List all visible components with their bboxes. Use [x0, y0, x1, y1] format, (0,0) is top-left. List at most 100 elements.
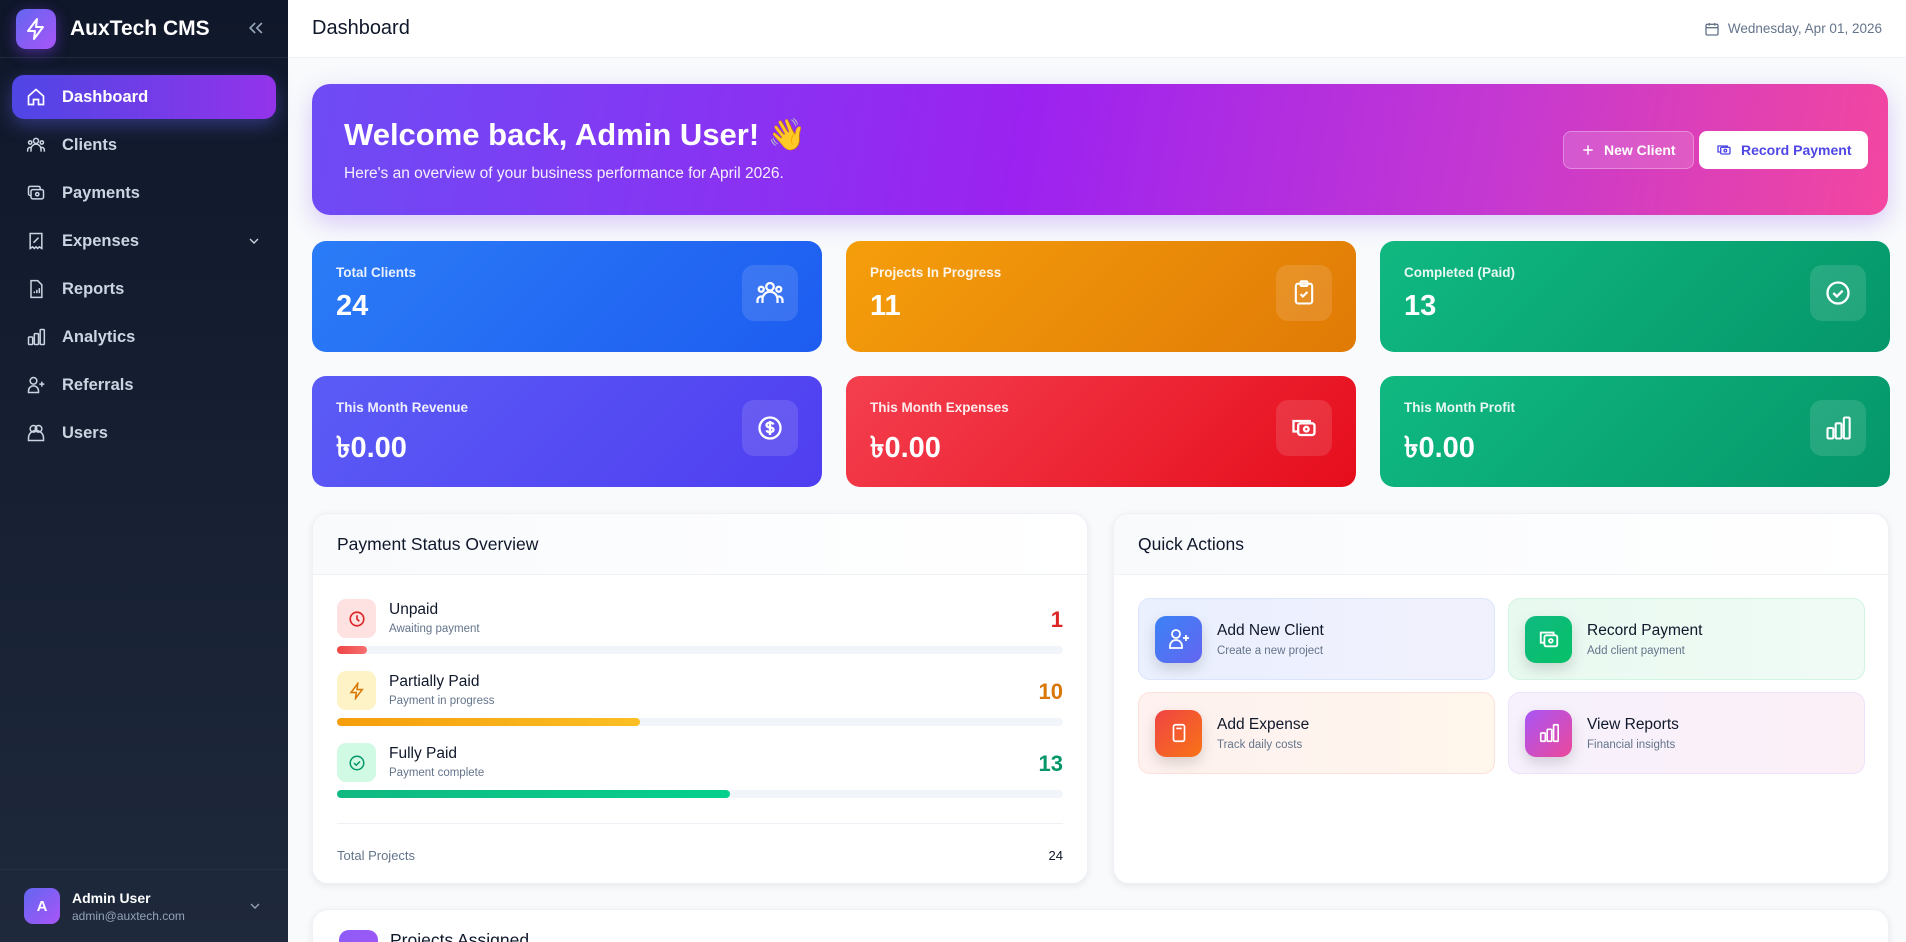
stat-label: This Month Expenses: [870, 400, 1009, 415]
dollar-circle-icon: [742, 400, 798, 456]
welcome-title: Welcome back, Admin User! 👋: [344, 117, 807, 152]
projects-assigned-panel: Projects Assigned: [312, 909, 1889, 942]
stat-label: Projects In Progress: [870, 265, 1002, 280]
welcome-banner: Welcome back, Admin User! 👋 Here's an ov…: [312, 84, 1888, 215]
quick-action-add-client[interactable]: Add New Client Create a new project: [1138, 598, 1495, 680]
status-sub: Payment complete: [389, 767, 485, 779]
page-title: Dashboard: [312, 17, 410, 39]
action-sub: Add client payment: [1587, 644, 1685, 657]
stat-value: ৳0.00: [1404, 432, 1475, 464]
sidebar-item-clients[interactable]: Clients: [12, 123, 276, 167]
stat-card-expenses: This Month Expenses ৳0.00: [846, 376, 1356, 487]
action-sub: Financial insights: [1587, 738, 1676, 751]
user-plus-icon: [1155, 615, 1202, 663]
top-bar: Dashboard Wednesday, Apr 01, 2026: [288, 0, 1906, 58]
quick-action-view-reports[interactable]: View Reports Financial insights: [1508, 692, 1865, 774]
quick-action-record-payment[interactable]: Record Payment Add client payment: [1508, 598, 1865, 680]
cash-icon: [1276, 400, 1332, 456]
action-title: Add Expense: [1217, 715, 1310, 733]
status-name: Partially Paid: [389, 673, 480, 690]
collapse-sidebar-icon[interactable]: [246, 18, 266, 38]
welcome-subtitle: Here's an overview of your business perf…: [344, 165, 784, 182]
status-sub: Awaiting payment: [389, 623, 480, 635]
sidebar-item-payments[interactable]: Payments: [12, 171, 276, 215]
payment-status-panel: Payment Status Overview Unpaid Awaiting …: [312, 513, 1088, 884]
sidebar-item-analytics[interactable]: Analytics: [12, 315, 276, 359]
status-count: 10: [1038, 679, 1063, 704]
clipboard-check-icon: [1276, 265, 1332, 321]
bolt-logo-icon: [16, 8, 56, 49]
stat-value: ৳0.00: [336, 432, 407, 464]
avatar: A: [24, 888, 60, 924]
status-name: Unpaid: [389, 601, 439, 618]
status-row-unpaid: Unpaid Awaiting payment 1: [337, 599, 1063, 671]
stat-label: Total Clients: [336, 265, 417, 280]
stat-label: Completed (Paid): [1404, 265, 1516, 280]
user-menu[interactable]: A Admin User admin@auxtech.com: [0, 869, 288, 942]
status-name: Fully Paid: [389, 745, 458, 762]
brand: AuxTech CMS: [0, 0, 288, 58]
bar-chart-icon: [1810, 400, 1866, 456]
stat-value: 11: [870, 290, 901, 322]
status-count: 13: [1038, 751, 1063, 776]
panel-title: Projects Assigned: [390, 930, 530, 942]
stat-value: 24: [336, 290, 369, 322]
sidebar-item-label: Users: [62, 423, 108, 442]
sidebar-item-reports[interactable]: Reports: [12, 267, 276, 311]
sidebar-item-expenses[interactable]: Expenses: [12, 219, 276, 263]
user-name: Admin User: [72, 889, 151, 906]
action-title: Record Payment: [1587, 621, 1703, 639]
status-row-partially-paid: Partially Paid Payment in progress 10: [337, 671, 1063, 743]
status-count: 1: [1050, 607, 1063, 632]
stat-card-projects-in-progress: Projects In Progress 11: [846, 241, 1356, 352]
sidebar-item-label: Referrals: [62, 375, 134, 394]
calculator-icon: [1155, 709, 1202, 757]
quick-action-add-expense[interactable]: Add Expense Track daily costs: [1138, 692, 1495, 774]
progress-fill: [337, 646, 368, 654]
action-title: Add New Client: [1217, 621, 1324, 639]
sidebar-item-users[interactable]: Users: [12, 411, 276, 455]
action-sub: Create a new project: [1217, 644, 1324, 657]
chevron-down-icon[interactable]: [247, 898, 263, 914]
sidebar-nav: Dashboard Clients Payments Expenses Repo…: [0, 58, 288, 476]
chevron-down-icon[interactable]: [246, 233, 262, 249]
cash-icon: [26, 183, 46, 203]
total-projects-value: 24: [1048, 848, 1063, 863]
plus-icon: [1581, 143, 1595, 157]
receipt-icon: [26, 231, 46, 251]
cash-icon: [1716, 142, 1732, 158]
stat-card-total-clients: Total Clients 24: [312, 241, 822, 352]
progress-fill: [337, 718, 640, 726]
stat-card-completed: Completed (Paid) 13: [1380, 241, 1890, 352]
check-circle-icon: [337, 743, 376, 782]
sidebar-item-dashboard[interactable]: Dashboard: [12, 75, 276, 119]
action-sub: Track daily costs: [1217, 738, 1303, 751]
status-sub: Payment in progress: [389, 695, 495, 707]
user-plus-icon: [26, 375, 46, 395]
users-icon: [26, 423, 46, 443]
user-email: admin@auxtech.com: [72, 908, 185, 923]
app-name: AuxTech CMS: [70, 16, 210, 40]
projects-icon: [339, 930, 378, 942]
report-file-icon: [26, 279, 46, 299]
cash-icon: [1525, 615, 1572, 663]
users-group-icon: [742, 265, 798, 321]
new-client-button[interactable]: New Client: [1563, 131, 1694, 169]
sidebar-item-label: Payments: [62, 183, 140, 202]
sidebar-item-referrals[interactable]: Referrals: [12, 363, 276, 407]
current-date: Wednesday, Apr 01, 2026: [1704, 21, 1882, 37]
bar-chart-icon: [1525, 709, 1572, 757]
sidebar-item-label: Clients: [62, 135, 118, 154]
action-title: View Reports: [1587, 715, 1679, 733]
calendar-icon: [1704, 21, 1720, 37]
quick-actions-panel: Quick Actions Add New Client Create a new…: [1113, 513, 1889, 884]
sidebar-item-label: Expenses: [62, 231, 140, 250]
sidebar-item-label: Analytics: [62, 327, 136, 346]
date-text: Wednesday, Apr 01, 2026: [1727, 21, 1882, 36]
stat-label: This Month Revenue: [336, 400, 469, 415]
sidebar-item-label: Reports: [62, 279, 125, 298]
status-row-fully-paid: Fully Paid Payment complete 13: [337, 743, 1063, 815]
record-payment-button[interactable]: Record Payment: [1699, 131, 1869, 169]
progress-track: [337, 646, 1063, 654]
sidebar: AuxTech CMS Dashboard Clients Payments E…: [0, 0, 288, 942]
